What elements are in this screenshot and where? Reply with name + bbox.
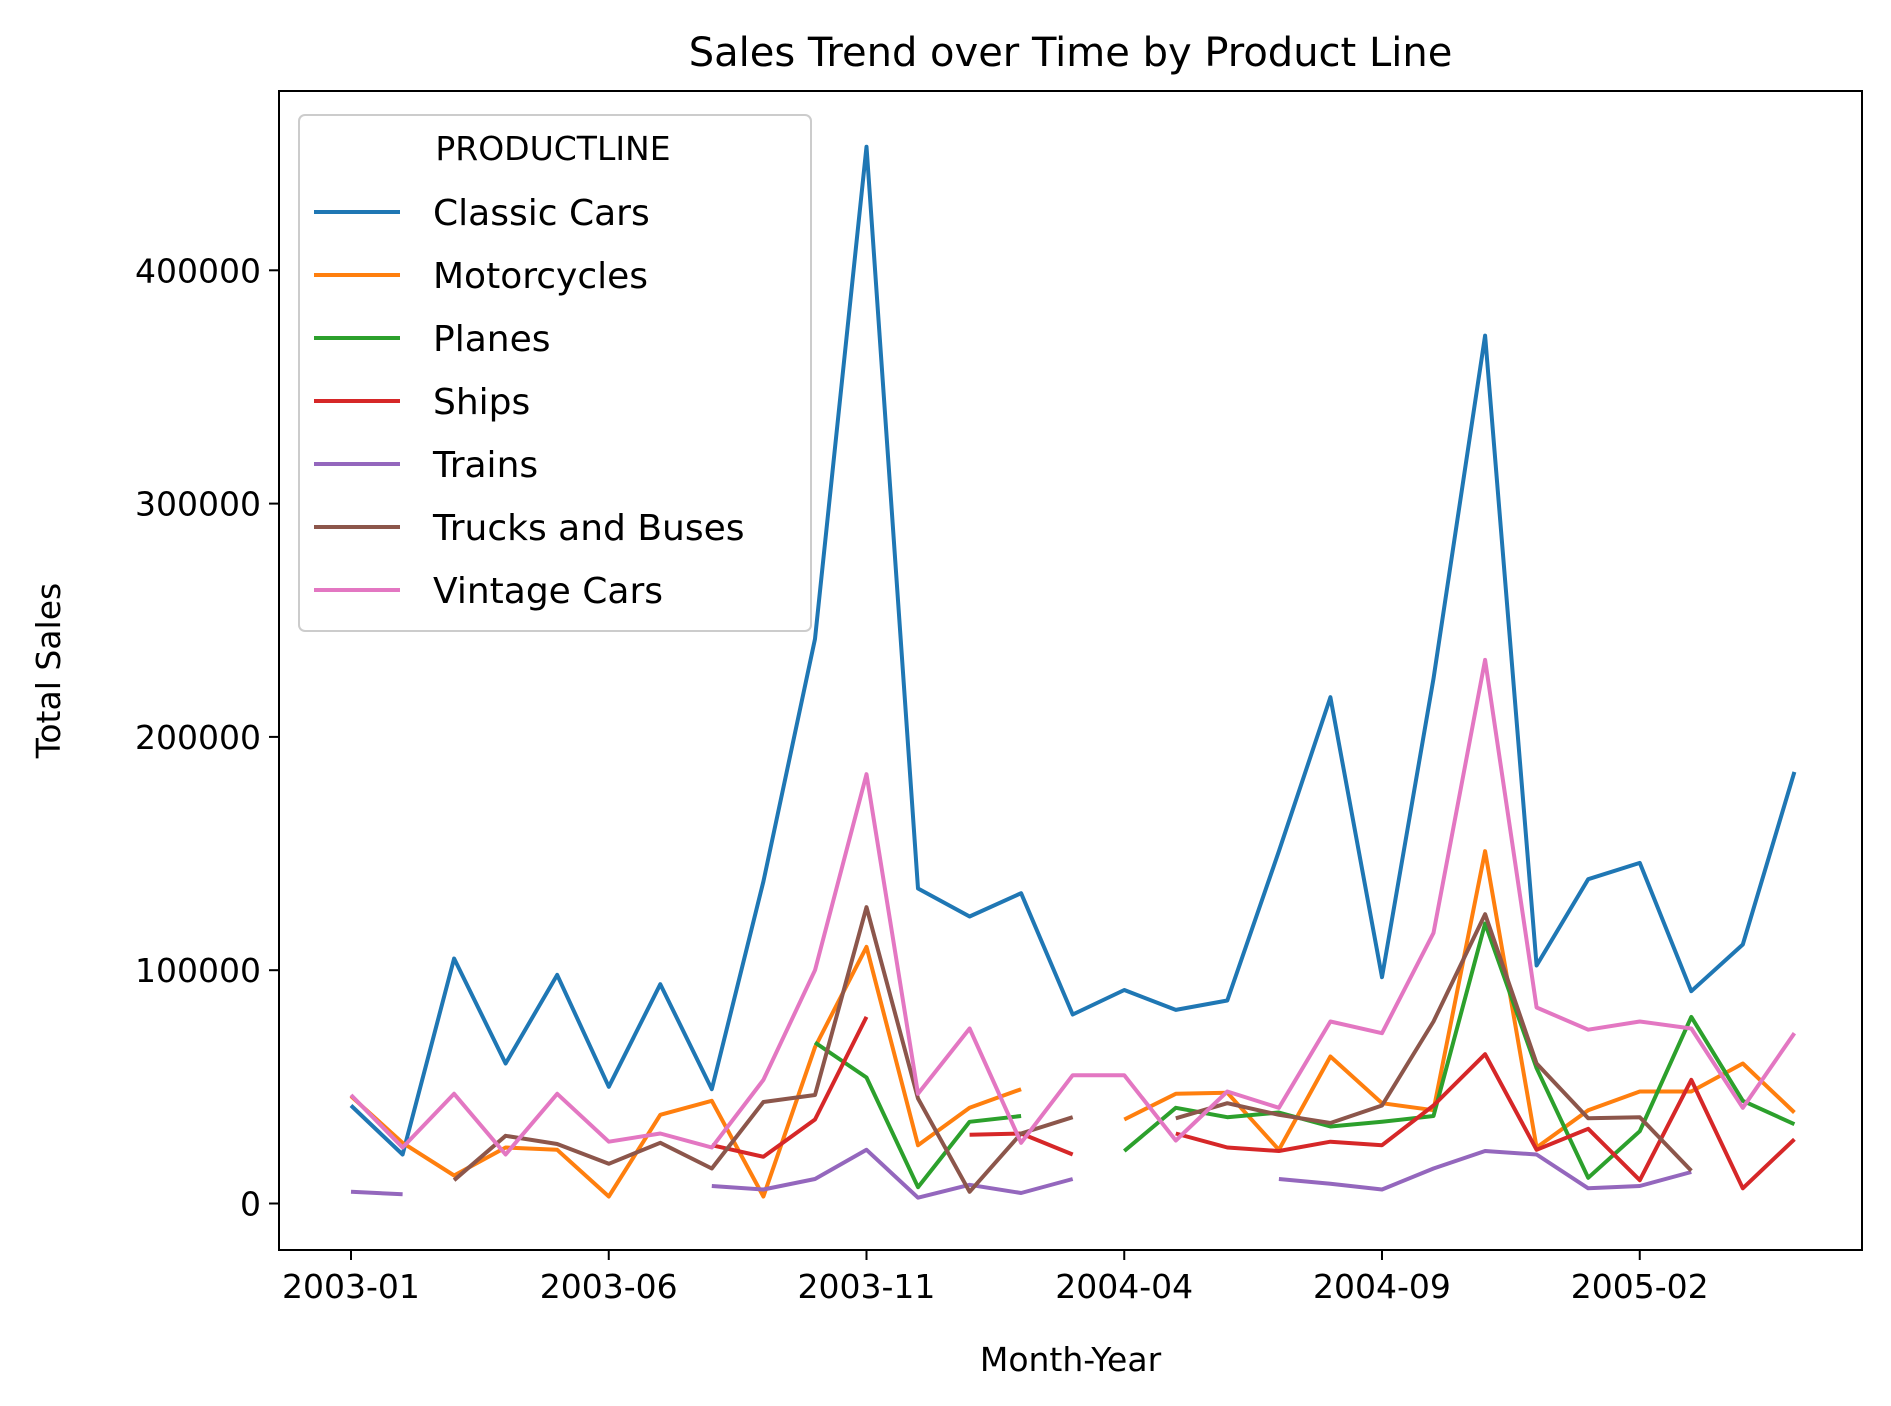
legend-label-trucks-and-buses: Trucks and Buses	[432, 508, 745, 549]
plot-frame	[278, 90, 1863, 1251]
x-tick-label: 2003-11	[798, 1267, 936, 1306]
y-axis: 0 100000 200000 300000 400000	[135, 251, 279, 1224]
legend-label-ships: Ships	[433, 382, 530, 423]
series-vintage-cars	[349, 657, 1797, 1157]
series-line-trains-0	[350, 1189, 403, 1197]
series-line-planes-0	[813, 1040, 1022, 1190]
legend-box	[298, 114, 812, 632]
legend-label-planes: Planes	[433, 319, 551, 360]
x-tick-label: 2004-09	[1313, 1267, 1451, 1306]
legend-label-trains: Trains	[432, 445, 538, 486]
series-layer	[349, 144, 1797, 1200]
series-line-ships-0	[711, 1016, 869, 1159]
series-line-classic-cars-0	[349, 144, 1797, 1157]
x-tick-label: 2005-02	[1571, 1267, 1709, 1306]
series-line-ships-2	[1175, 1052, 1796, 1191]
series-ships	[711, 1016, 1796, 1191]
legend: PRODUCTLINE Classic Cars Motorcycles Plane…	[298, 114, 812, 632]
series-planes	[813, 921, 1796, 1190]
y-axis-title: Total Sales	[29, 583, 68, 759]
x-tick-label: 2003-01	[282, 1267, 420, 1306]
chart-title: Sales Trend over Time by Product Line	[689, 30, 1453, 76]
series-line-trains-1	[711, 1147, 1074, 1200]
series-line-trains-2	[1278, 1149, 1692, 1192]
x-axis-title: Month-Year	[980, 1340, 1162, 1379]
y-tick-label: 100000	[135, 951, 261, 990]
y-tick-label: 200000	[135, 718, 261, 757]
series-trucks-and-buses	[452, 905, 1693, 1194]
series-line-motorcycles-0	[349, 944, 1022, 1199]
series-line-motorcycles-1	[1123, 849, 1796, 1152]
legend-label-motorcycles: Motorcycles	[433, 256, 648, 297]
series-line-trucks-and-buses-1	[1175, 912, 1693, 1173]
x-tick-label: 2004-04	[1055, 1267, 1193, 1306]
series-line-trucks-and-buses-0	[452, 905, 1074, 1194]
series-trains	[350, 1147, 1692, 1200]
y-tick-label: 0	[240, 1185, 261, 1224]
legend-title: PRODUCTLINE	[435, 129, 670, 168]
legend-items: Classic Cars Motorcycles Planes Ships Trains…	[314, 193, 745, 612]
series-line-vintage-cars-0	[349, 657, 1797, 1157]
series-classic-cars	[349, 144, 1797, 1157]
legend-label-vintage-cars: Vintage Cars	[433, 571, 663, 612]
y-tick-label: 300000	[135, 485, 261, 524]
series-line-planes-1	[1123, 921, 1796, 1180]
x-axis: 2003-01 2003-06 2003-11 2004-04 2004-09 2005-…	[282, 1250, 1709, 1306]
x-tick-label: 2003-06	[540, 1267, 678, 1306]
y-tick-label: 400000	[135, 251, 261, 290]
legend-label-classic-cars: Classic Cars	[433, 193, 650, 234]
